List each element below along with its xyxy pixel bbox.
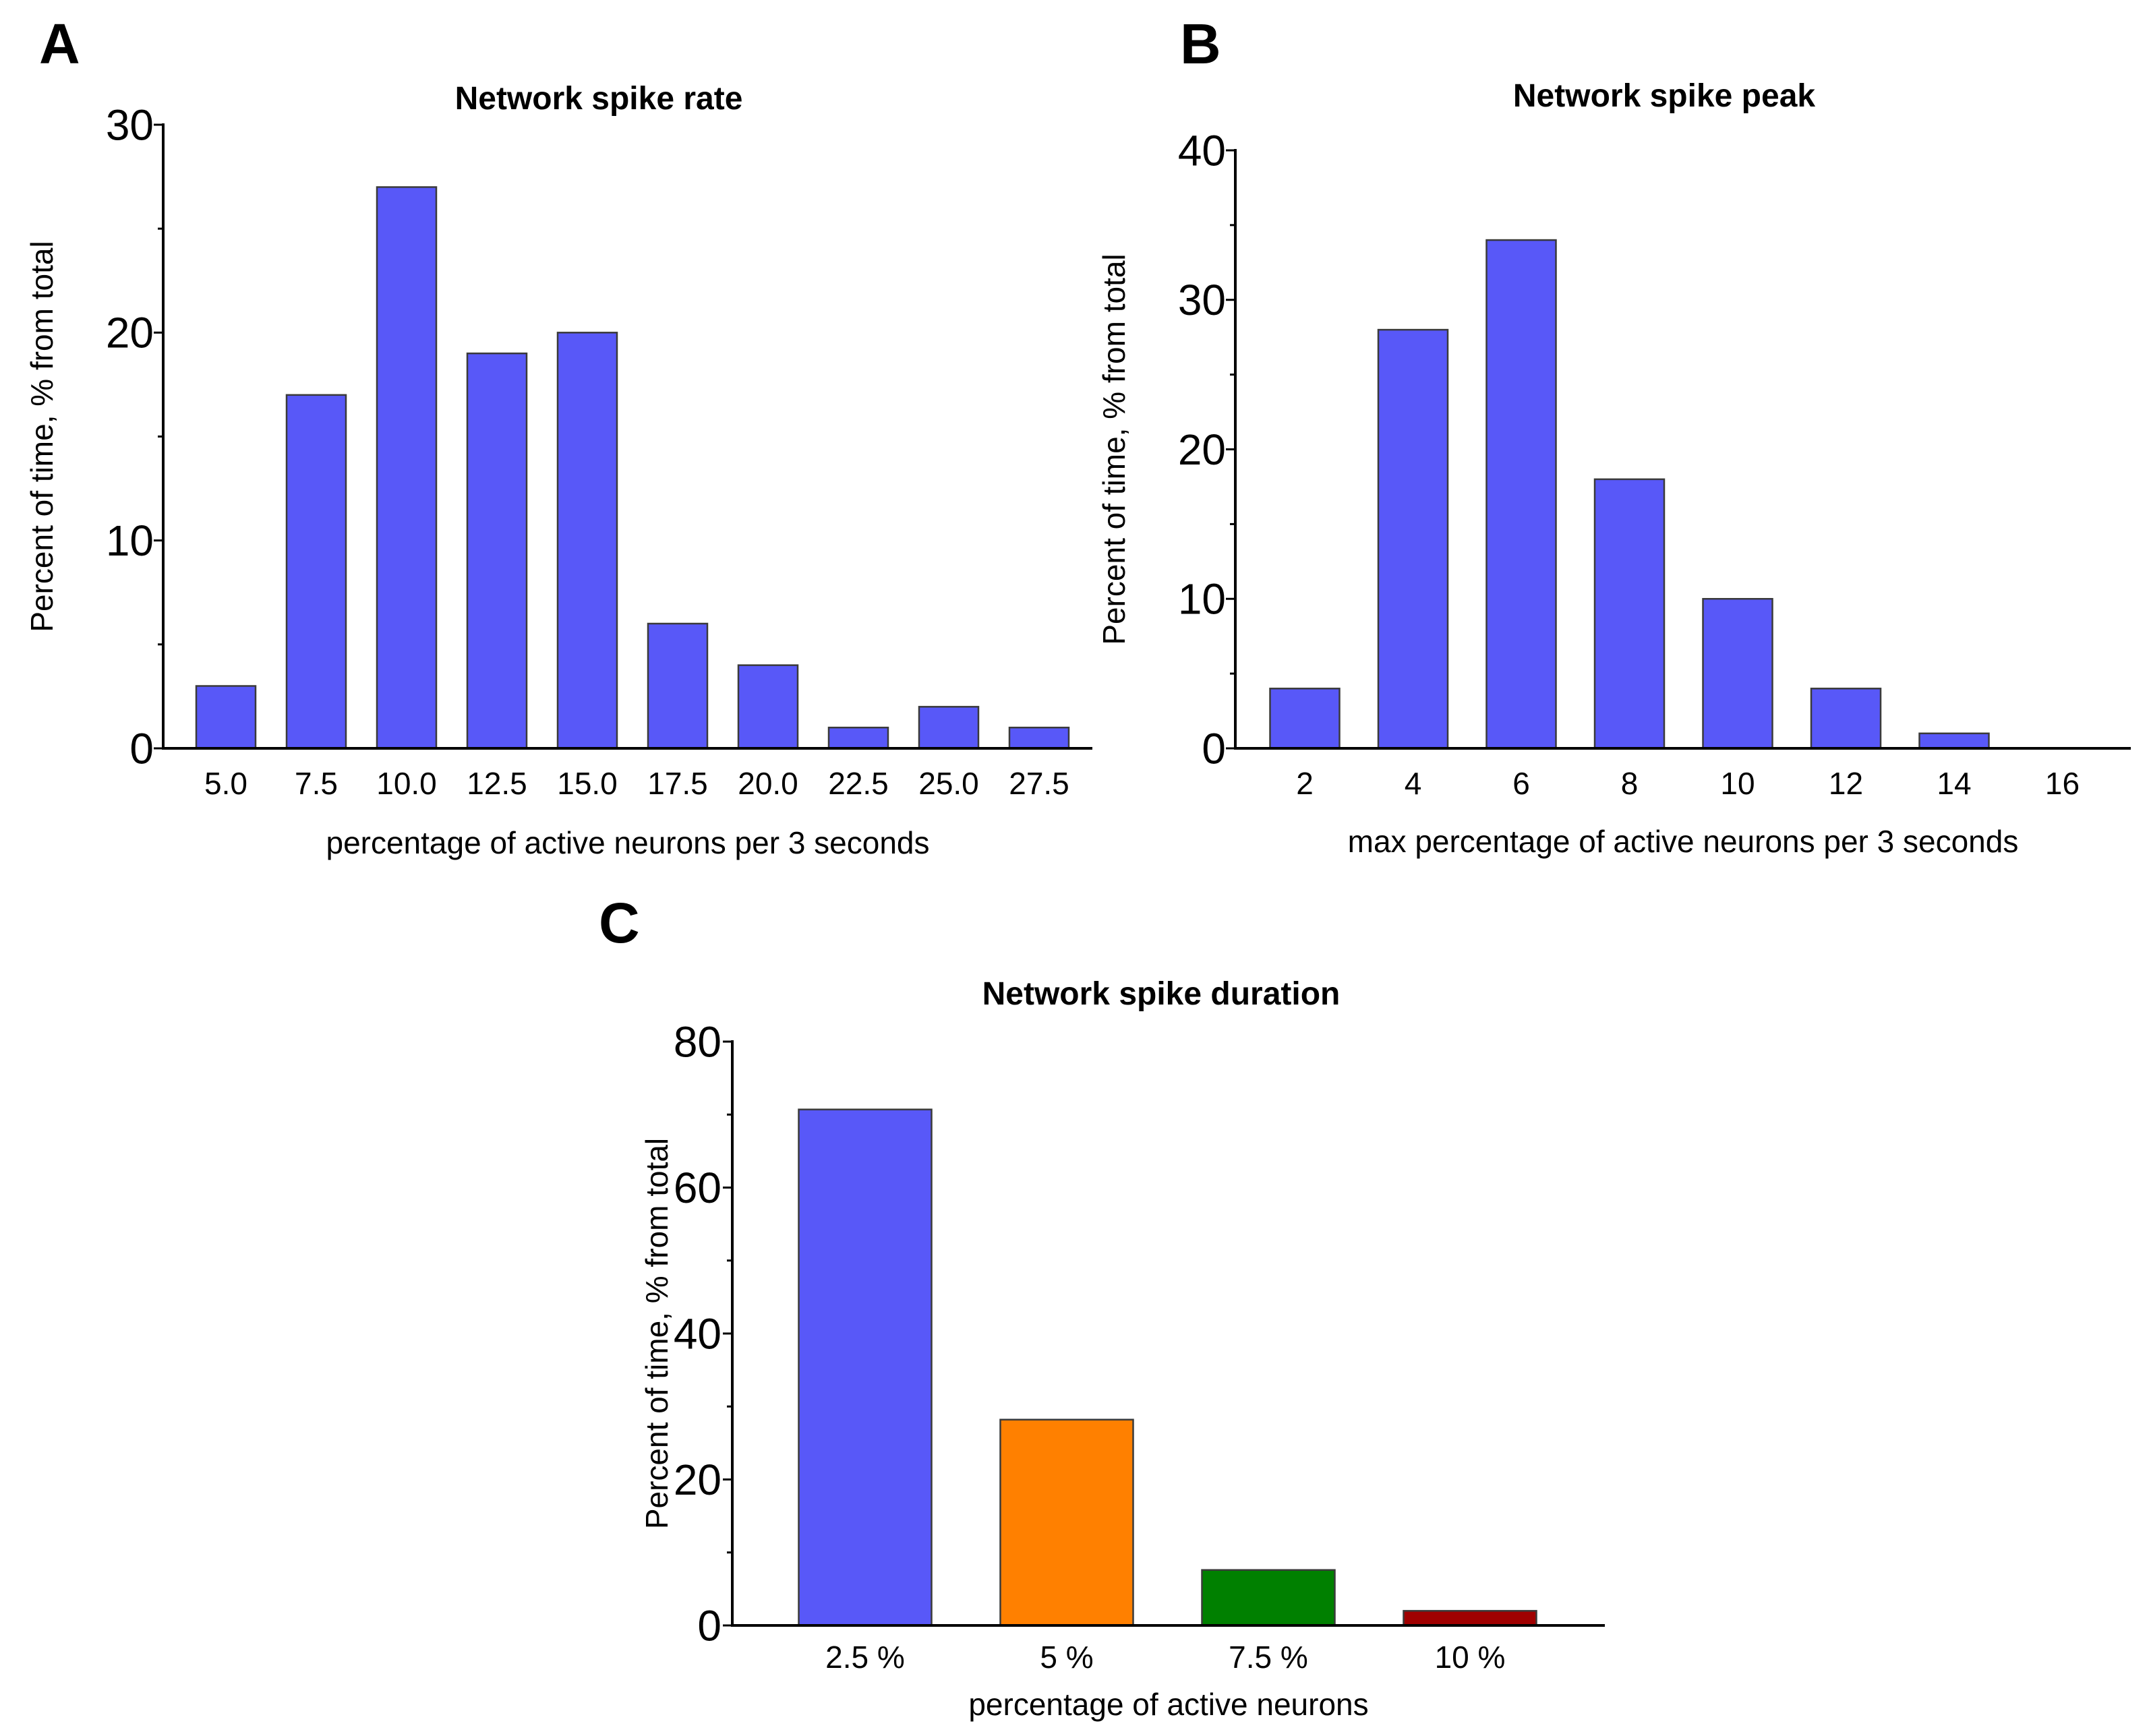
panel-label-a: A [39,12,80,76]
y-tick-label: 20 [674,1456,722,1504]
bar-4 [1377,328,1449,750]
x-tick-label: 5 % [1040,1640,1093,1675]
x-tick-label: 8 [1621,766,1639,801]
x-ticks-a: 5.0 7.5 10.0 12.5 15.0 17.5 20.0 22.5 25.0 27.5 [204,766,1069,801]
x-tick-label: 16 [2045,766,2080,801]
bars-a [195,186,1070,750]
bar-15.0 [556,332,618,750]
bar-12 [1810,688,1882,750]
x-tick-label: 25.0 [918,766,979,801]
bar-10.0 [376,186,438,750]
y-tick-label: 30 [106,100,154,149]
y-tick-label: 20 [106,309,154,357]
x-tick-label: 15.0 [557,766,618,801]
bars-c [798,1108,1537,1627]
x-tick-label: 10 % [1435,1640,1506,1675]
x-tick-label: 20.0 [738,766,798,801]
bar-6 [1485,239,1557,750]
bar-2.5 [798,1108,933,1627]
bar-10 [1403,1610,1537,1627]
panel-label-c: C [599,891,640,955]
chart-title-b: Network spike peak [1513,78,1816,114]
y-tick-label: 0 [129,724,154,773]
x-tick-label: 2.5 % [825,1640,905,1675]
x-tick-label: 5.0 [204,766,247,801]
bar-7.5 [285,394,347,750]
x-tick-label: 6 [1512,766,1530,801]
bar-12.5 [466,352,528,750]
y-tick-label: 0 [697,1601,722,1650]
y-axis-label-c: Percent of time, % from total [639,1138,674,1529]
bar-14 [1918,732,1990,750]
bar-5 [999,1418,1134,1627]
x-ticks-b: 2 4 6 8 10 12 14 16 [1296,766,2080,801]
x-tick-label: 12.5 [467,766,527,801]
y-tick-label: 30 [1178,276,1226,324]
x-ticks-c: 2.5 % 5 % 7.5 % 10 % [825,1640,1505,1675]
bar-2 [1269,688,1341,750]
chart-title-a: Network spike rate [455,81,743,117]
x-tick-label: 10.0 [376,766,437,801]
x-tick-label: 4 [1405,766,1422,801]
y-ticks-c: 0 20 40 60 80 [674,1017,732,1650]
y-ticks-a: 0 10 20 30 [106,100,163,773]
bar-8 [1593,478,1666,750]
chart-title-c: Network spike duration [982,976,1341,1012]
y-tick-label: 40 [1178,126,1226,175]
y-tick-label: 60 [674,1164,722,1212]
bars-b [1269,239,1990,750]
y-tick-label: 80 [674,1017,722,1066]
y-axis-label-b: Percent of time, % from total [1096,253,1131,645]
chart-panel-b: B Network spike peak Percent of time, % … [1096,12,2131,859]
x-axis-label-c: percentage of active neurons [968,1687,1368,1722]
y-tick-label: 40 [674,1309,722,1358]
panel-label-b: B [1180,12,1221,76]
y-tick-label: 10 [1178,575,1226,624]
x-tick-label: 2 [1296,766,1314,801]
x-tick-label: 27.5 [1009,766,1069,801]
x-axis-label-a: percentage of active neurons per 3 secon… [326,825,929,860]
x-tick-label: 10 [1720,766,1755,801]
chart-panel-a: A Network spike rate Percent of time, % … [24,12,1092,860]
y-tick-label: 10 [106,516,154,565]
y-tick-label: 20 [1178,425,1226,474]
x-tick-label: 22.5 [828,766,889,801]
x-tick-label: 12 [1829,766,1863,801]
bar-27.5 [1008,726,1070,750]
x-tick-label: 7.5 % [1229,1640,1308,1675]
x-tick-label: 17.5 [647,766,708,801]
x-tick-label: 14 [1937,766,1971,801]
y-ticks-b: 0 10 20 30 40 [1178,126,1235,773]
x-axis-label-b: max percentage of active neurons per 3 s… [1348,824,2019,859]
chart-panel-c: C Network spike duration Percent of time… [599,891,1605,1722]
bar-25.0 [918,706,980,750]
bar-7.5 [1201,1569,1336,1627]
x-tick-label: 7.5 [295,766,338,801]
bar-17.5 [647,622,709,750]
y-axis-label-a: Percent of time, % from total [24,241,59,632]
bar-5.0 [195,685,257,750]
bar-22.5 [827,726,889,750]
bar-20.0 [737,664,799,750]
bar-10 [1702,598,1773,750]
y-tick-label: 0 [1202,724,1226,773]
